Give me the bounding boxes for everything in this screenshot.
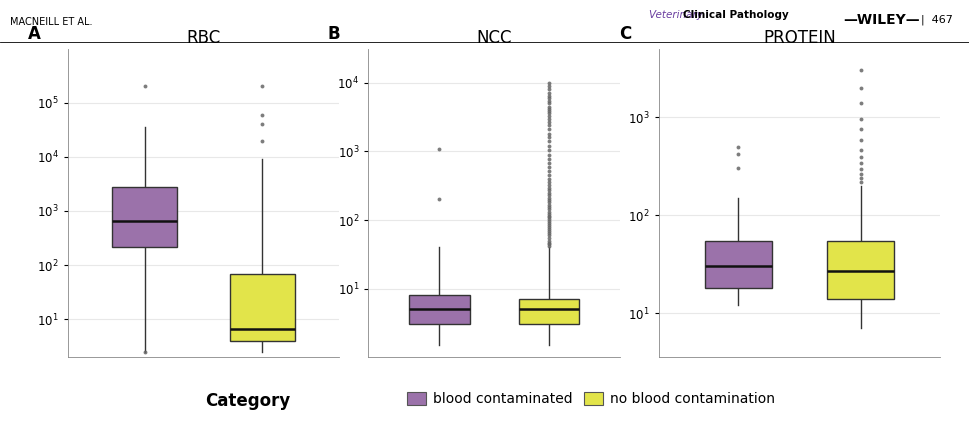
Text: A: A — [27, 25, 41, 43]
Text: NCC: NCC — [477, 29, 512, 47]
Text: Category: Category — [205, 392, 291, 410]
Text: Clinical Pathology: Clinical Pathology — [683, 11, 789, 20]
Text: B: B — [328, 25, 341, 43]
Text: C: C — [619, 25, 631, 43]
Text: PROTEIN: PROTEIN — [763, 29, 836, 47]
Text: —WILEY—: —WILEY— — [843, 13, 920, 27]
Text: Veterinary: Veterinary — [649, 11, 706, 20]
Legend: blood contaminated, no blood contamination: blood contaminated, no blood contaminati… — [401, 386, 781, 412]
Text: MACNEILL ET AL.: MACNEILL ET AL. — [10, 17, 92, 27]
Bar — [704, 240, 772, 288]
Text: RBC: RBC — [186, 29, 221, 47]
Text: An International Journal of Laboratory Medicine: An International Journal of Laboratory M… — [662, 33, 811, 38]
Bar — [230, 273, 295, 341]
Bar — [409, 295, 470, 325]
Bar — [827, 240, 894, 299]
Bar — [518, 299, 579, 325]
Text: |  467: | 467 — [921, 15, 953, 25]
Bar — [112, 187, 177, 247]
